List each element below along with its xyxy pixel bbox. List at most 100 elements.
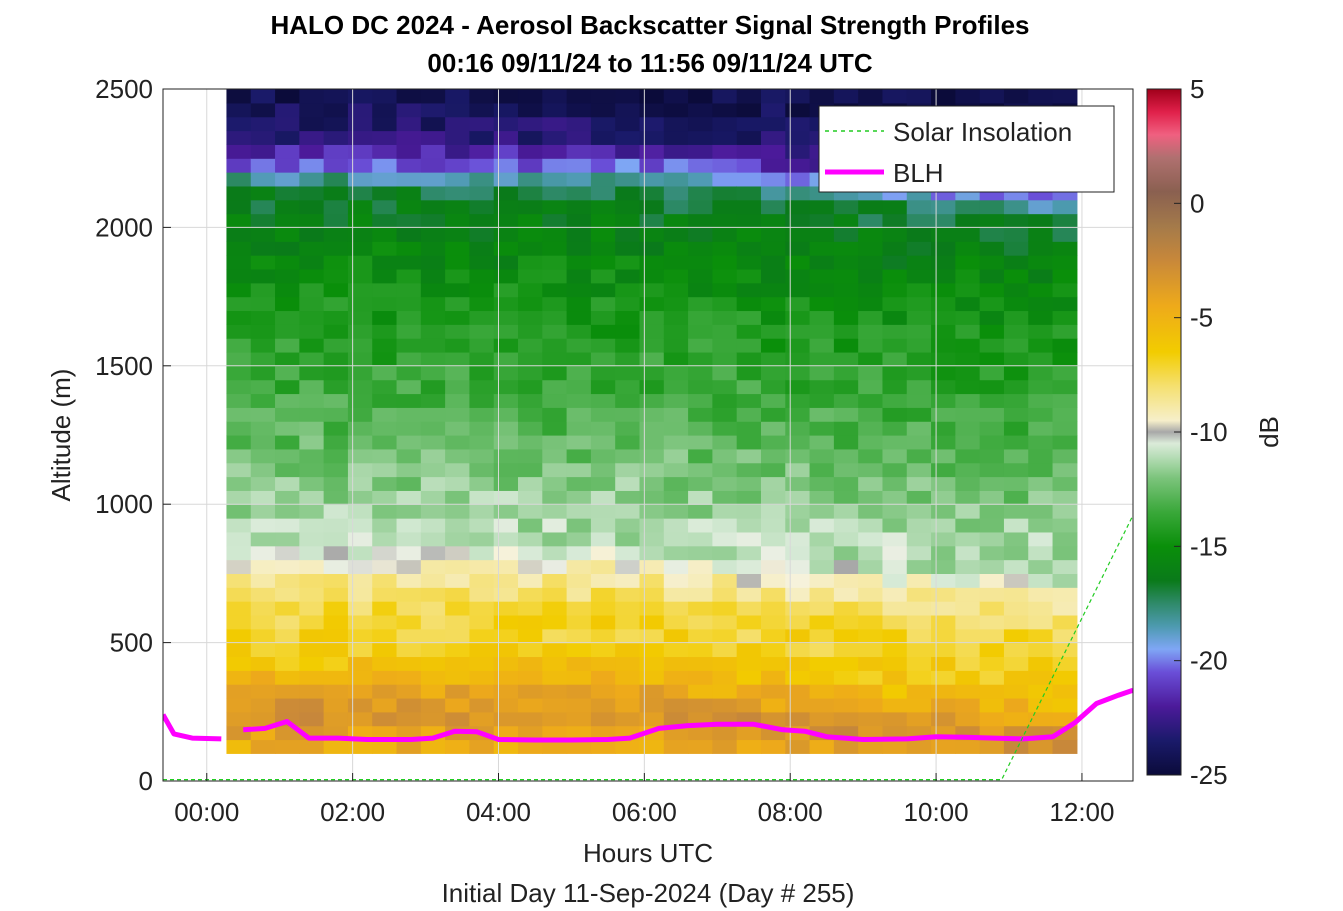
heatmap-cell <box>639 351 665 367</box>
heatmap-cell <box>712 725 738 741</box>
heatmap-cell <box>979 531 1005 547</box>
colorbar-tick-label: -20 <box>1190 646 1228 676</box>
heatmap-cell <box>250 130 276 145</box>
heatmap-cell <box>590 116 616 132</box>
heatmap-cell <box>493 102 519 118</box>
heatmap-cell <box>809 227 835 242</box>
heatmap-cell <box>542 435 568 450</box>
heatmap-cell <box>226 268 252 284</box>
heatmap-cell <box>590 172 616 187</box>
heatmap-cell <box>469 324 495 339</box>
heatmap-cell <box>931 670 956 685</box>
heatmap-cell <box>323 213 349 228</box>
heatmap-cell <box>542 338 568 353</box>
heatmap-cell <box>882 268 908 284</box>
heatmap-cell <box>590 518 616 533</box>
heatmap-cell <box>372 268 398 284</box>
heatmap-cell <box>396 255 422 270</box>
heatmap-cell <box>906 518 932 533</box>
heatmap-cell <box>760 130 786 145</box>
heatmap-cell <box>420 573 446 588</box>
heatmap-cell <box>712 102 738 118</box>
heatmap-cell <box>566 531 592 547</box>
heatmap-cell <box>639 324 665 339</box>
heatmap-cell <box>275 185 300 201</box>
heatmap-cell <box>566 614 592 630</box>
heatmap-cell <box>250 559 276 574</box>
heatmap-cell <box>1028 559 1054 574</box>
heatmap-cell <box>323 310 349 325</box>
heatmap-cell <box>275 255 300 270</box>
heatmap-cell <box>931 213 956 228</box>
heatmap-cell <box>906 656 932 671</box>
heatmap-cell <box>906 711 932 727</box>
heatmap-cell <box>979 518 1005 533</box>
heatmap-cell <box>931 435 956 450</box>
heatmap-cell <box>931 711 956 727</box>
heatmap-cell <box>275 518 300 533</box>
heatmap-cell <box>250 628 276 644</box>
heatmap-cell <box>445 697 471 713</box>
heatmap-cell <box>493 545 519 561</box>
heatmap-cell <box>347 379 373 395</box>
heatmap-cell <box>931 351 956 367</box>
heatmap-cell <box>1003 490 1029 505</box>
heatmap-cell <box>590 407 616 422</box>
heatmap-cell <box>760 102 786 118</box>
heatmap-cell <box>590 365 616 381</box>
heatmap-cell <box>469 338 495 353</box>
heatmap-cell <box>542 310 568 325</box>
heatmap-cell <box>615 227 641 242</box>
x-tick-label: 12:00 <box>1049 797 1114 827</box>
heatmap-cell <box>372 518 398 533</box>
heatmap-cell <box>518 711 543 727</box>
heatmap-cell <box>420 684 446 699</box>
heatmap-cell <box>615 573 641 588</box>
colorbar-label: dB <box>1254 416 1284 448</box>
heatmap-cell <box>420 656 446 671</box>
heatmap-cell <box>347 158 373 173</box>
heatmap-cell <box>299 573 325 588</box>
heatmap-cell <box>372 407 398 422</box>
heatmap-cell <box>931 656 956 671</box>
heatmap-cell <box>493 185 519 201</box>
heatmap-cell <box>809 614 835 630</box>
heatmap-cell <box>639 421 665 436</box>
heatmap-cell <box>566 407 592 422</box>
heatmap-cell <box>931 241 956 256</box>
heatmap-cell <box>518 601 543 616</box>
heatmap-cell <box>250 393 276 408</box>
heatmap-cell <box>931 407 956 422</box>
heatmap-cell <box>736 614 762 630</box>
heatmap-cell <box>1052 587 1078 602</box>
heatmap-cell <box>396 642 422 658</box>
heatmap-cell <box>615 490 641 505</box>
heatmap-cell <box>858 656 884 671</box>
heatmap-cell <box>615 199 641 215</box>
heatmap-cell <box>226 296 252 312</box>
heatmap-cell <box>372 476 398 491</box>
heatmap-cell <box>688 213 713 228</box>
heatmap-cell <box>858 504 884 519</box>
heatmap-cell <box>833 670 859 685</box>
heatmap-cell <box>615 338 641 353</box>
heatmap-cell <box>1003 462 1029 478</box>
heatmap-cell <box>299 241 325 256</box>
heatmap-cell <box>275 545 300 561</box>
heatmap-cell <box>785 614 811 630</box>
heatmap-cell <box>493 490 519 505</box>
heatmap-cell <box>833 310 859 325</box>
heatmap-cell <box>688 490 713 505</box>
heatmap-cell <box>542 324 568 339</box>
heatmap-cell <box>226 365 252 381</box>
heatmap-cell <box>396 518 422 533</box>
heatmap-cell <box>1028 642 1054 658</box>
heatmap-cell <box>518 130 543 145</box>
heatmap-cell <box>809 490 835 505</box>
heatmap-cell <box>979 310 1005 325</box>
heatmap-cell <box>323 199 349 215</box>
heatmap-cell <box>688 476 713 491</box>
heatmap-cell <box>979 393 1005 408</box>
heatmap-cell <box>736 158 762 173</box>
heatmap-cell <box>663 642 689 658</box>
